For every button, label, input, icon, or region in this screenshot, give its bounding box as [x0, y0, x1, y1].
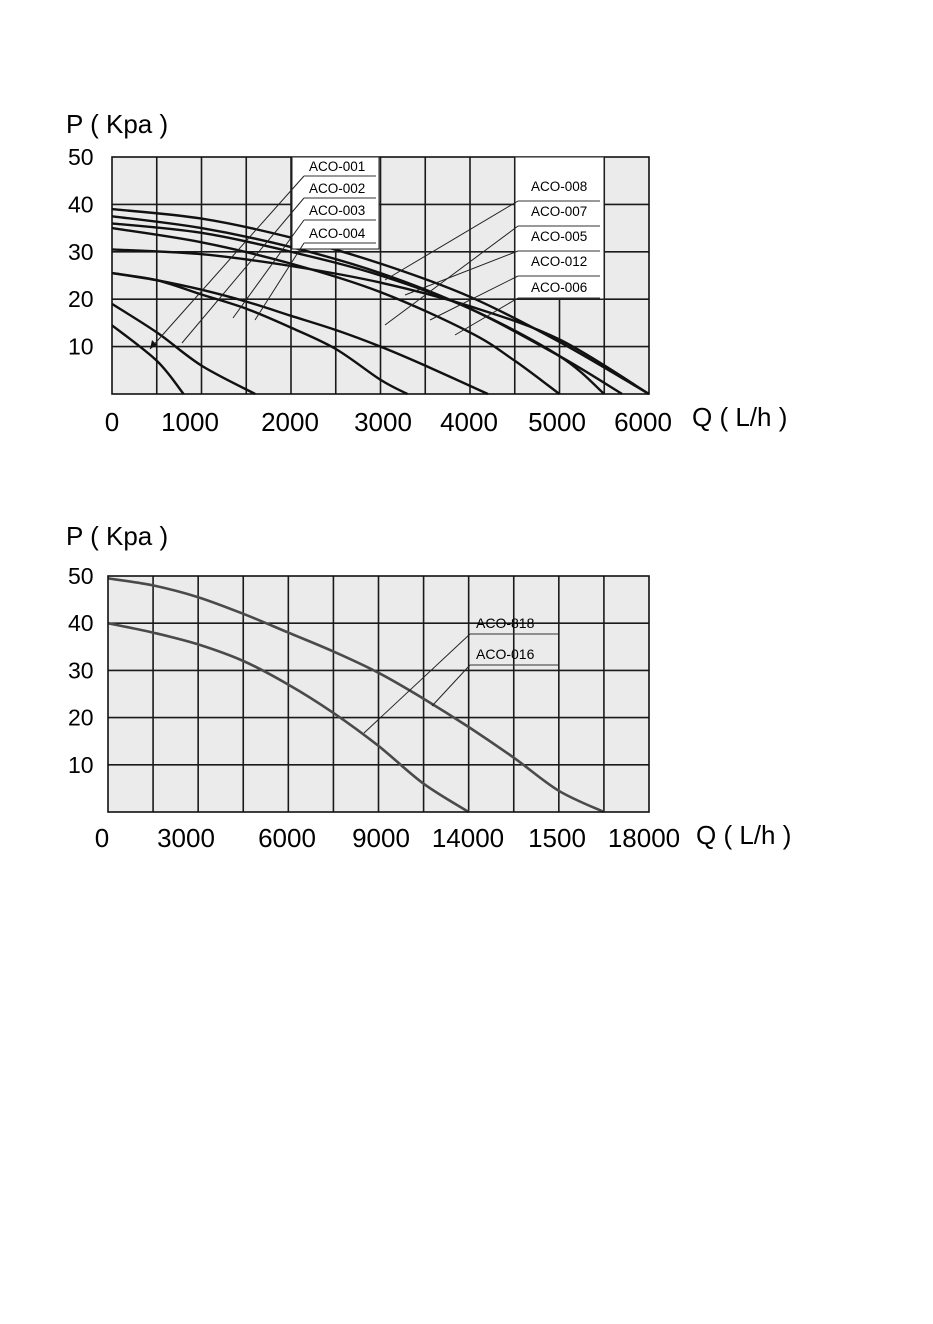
leader-line-aco-006	[454, 297, 519, 336]
chart-1: ACO-001 ACO-002 ACO-003 ACO-004 ACO-008 ACO-0…	[66, 109, 787, 437]
legend-label-aco-818: ACO-818	[476, 615, 535, 631]
series-line-aco-818	[107, 577, 605, 814]
chart-1-x-tick-labels: 0 1000 2000 3000 4000 5000 6000	[105, 407, 672, 437]
legend-label-aco-004: ACO-004	[309, 226, 366, 241]
chart-2-y-axis-title: P ( Kpa )	[66, 521, 168, 551]
leader-line-aco-002	[181, 197, 305, 344]
y-tick-label: 10	[68, 334, 94, 360]
chart-2-frame	[107, 575, 650, 813]
leader-line-aco-003	[232, 219, 305, 319]
legend-label-aco-003: ACO-003	[309, 203, 365, 218]
x-tick-label: 0	[105, 407, 119, 437]
x-tick-label: 4000	[440, 407, 498, 437]
series-line-aco-008	[111, 207, 650, 396]
y-tick-label: 20	[68, 705, 94, 731]
x-tick-label: 14000	[432, 823, 504, 853]
x-tick-label: 9000	[352, 823, 410, 853]
chart-1-frame	[111, 156, 650, 395]
legend-label-aco-007: ACO-007	[531, 204, 587, 219]
chart-1-legend: ACO-001 ACO-002 ACO-003 ACO-004 ACO-008 ACO-0…	[149, 159, 600, 350]
x-tick-label: 6000	[614, 407, 672, 437]
leader-line-aco-007	[384, 225, 519, 326]
leader-line-aco-016	[431, 664, 471, 707]
legend-label-aco-008: ACO-008	[531, 179, 587, 194]
leader-line-aco-012	[429, 275, 519, 321]
y-tick-label: 30	[68, 657, 94, 683]
leader-line-aco-001	[149, 175, 305, 350]
x-tick-label: 2000	[261, 407, 319, 437]
y-tick-label: 50	[68, 144, 94, 170]
series-line-aco-005	[111, 226, 561, 395]
chart-1-legend-box-left	[291, 156, 380, 250]
y-tick-label: 20	[68, 286, 94, 312]
series-line-aco-016	[107, 621, 470, 814]
y-tick-label: 30	[68, 239, 94, 265]
y-tick-label: 40	[68, 191, 94, 217]
series-line-aco-006	[111, 248, 650, 396]
chart-2-grid	[108, 576, 649, 812]
legend-label-aco-002: ACO-002	[309, 181, 365, 196]
chart-2-x-axis-title: Q ( L/h )	[696, 820, 791, 850]
leader-line-aco-818	[363, 633, 471, 734]
x-tick-label: 18000	[608, 823, 680, 853]
y-tick-label: 10	[68, 752, 94, 778]
chart-2-y-tick-labels: 10 20 30 40 50	[68, 563, 94, 778]
leader-line-aco-004	[254, 242, 305, 321]
series-line-aco-004	[111, 271, 489, 396]
x-tick-label: 1000	[161, 407, 219, 437]
leader-line-aco-005	[404, 250, 519, 296]
x-tick-label: 0	[95, 823, 109, 853]
y-tick-label: 40	[68, 610, 94, 636]
chart-1-x-axis-title: Q ( L/h )	[692, 402, 787, 432]
chart-1-y-tick-labels: 10 20 30 40 50	[68, 144, 94, 360]
legend-label-aco-001: ACO-001	[309, 159, 365, 174]
x-tick-label: 5000	[528, 407, 586, 437]
legend-label-aco-005: ACO-005	[531, 229, 587, 244]
x-tick-label: 3000	[354, 407, 412, 437]
series-line-aco-001	[111, 324, 185, 395]
legend-label-aco-012: ACO-012	[531, 254, 587, 269]
x-tick-label: 6000	[258, 823, 316, 853]
leader-arrowhead	[150, 340, 157, 349]
x-tick-label: 3000	[157, 823, 215, 853]
chart-1-y-axis-title: P ( Kpa )	[66, 109, 168, 139]
x-tick-label: 1500	[528, 823, 586, 853]
chart-2-legend: ACO-818 ACO-016	[363, 615, 558, 734]
chart-2-curves	[107, 577, 605, 814]
legend-label-aco-016: ACO-016	[476, 646, 535, 662]
leader-line-aco-008	[384, 200, 519, 281]
chart-2: ACO-818 ACO-016 P ( Kpa ) Q ( L/h ) 10 20 3…	[66, 521, 791, 853]
series-line-aco-012	[111, 215, 623, 396]
y-tick-label: 50	[68, 563, 94, 589]
chart-1-curves	[111, 207, 650, 396]
chart-2-x-tick-labels: 0 3000 6000 9000 14000 1500 18000	[95, 823, 680, 853]
chart-1-legend-box-right	[514, 156, 605, 300]
series-line-aco-002	[111, 302, 256, 396]
legend-label-aco-006: ACO-006	[531, 280, 587, 295]
